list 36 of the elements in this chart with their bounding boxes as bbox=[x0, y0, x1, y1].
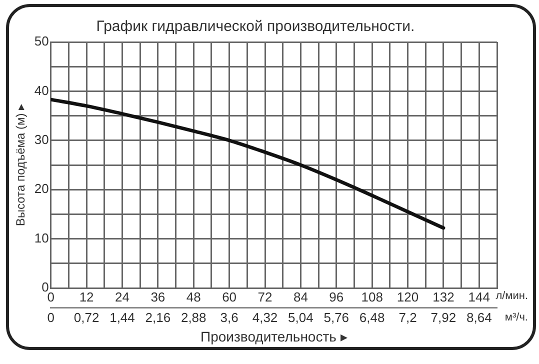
x-tick-label: 72 bbox=[258, 289, 272, 304]
x2-tick-label: 2,16 bbox=[145, 310, 171, 325]
y-tick-label: 0 bbox=[42, 280, 49, 295]
x-tick-label: 144 bbox=[468, 289, 490, 304]
x2-tick-label: 5,76 bbox=[324, 310, 350, 325]
x2-tick-label: 6,48 bbox=[359, 310, 385, 325]
x2-tick-label: 8,64 bbox=[466, 310, 492, 325]
x2-tick-label: 2,88 bbox=[180, 310, 206, 325]
x-tick-label: 36 bbox=[150, 289, 166, 304]
x-tick-label: 12 bbox=[79, 289, 94, 304]
x-tick-label: 96 bbox=[329, 289, 344, 304]
x2-tick-label: 7,2 bbox=[398, 310, 417, 325]
chart-title: График гидравлической производительности. bbox=[96, 18, 415, 36]
x-tick-label: 108 bbox=[361, 289, 383, 304]
y-tick-label: 30 bbox=[34, 132, 49, 147]
x-tick-label: 24 bbox=[115, 289, 130, 304]
x-tick-label: 120 bbox=[396, 289, 419, 304]
y-tick-label: 10 bbox=[34, 230, 49, 246]
x-axis-title: Производительность ▸ bbox=[200, 328, 348, 344]
text: м³/ч. bbox=[504, 312, 528, 324]
y-tick-label: 40 bbox=[34, 82, 49, 98]
x-tick-label: 132 bbox=[432, 289, 454, 304]
x2-tick-label: 0,72 bbox=[74, 310, 100, 325]
x2-tick-label: 7,92 bbox=[430, 310, 456, 325]
line-series bbox=[50, 98, 446, 230]
x2-tick-label: 1,44 bbox=[110, 310, 135, 325]
x-tick-label: 60 bbox=[222, 289, 237, 304]
text: л/мин. bbox=[496, 290, 528, 302]
x2-tick-label: 5,04 bbox=[288, 310, 314, 325]
x2-tick-label: 3,6 bbox=[220, 310, 238, 325]
y-tick-label: 50 bbox=[34, 34, 49, 49]
x2-tick-label: 4,32 bbox=[252, 310, 278, 325]
y-tick-label: 20 bbox=[34, 181, 49, 196]
x-tick-label: 48 bbox=[186, 289, 201, 304]
x-tick-label: 84 bbox=[293, 289, 308, 304]
y-axis-title: Высота подъёма (м) ▸ bbox=[14, 104, 28, 226]
